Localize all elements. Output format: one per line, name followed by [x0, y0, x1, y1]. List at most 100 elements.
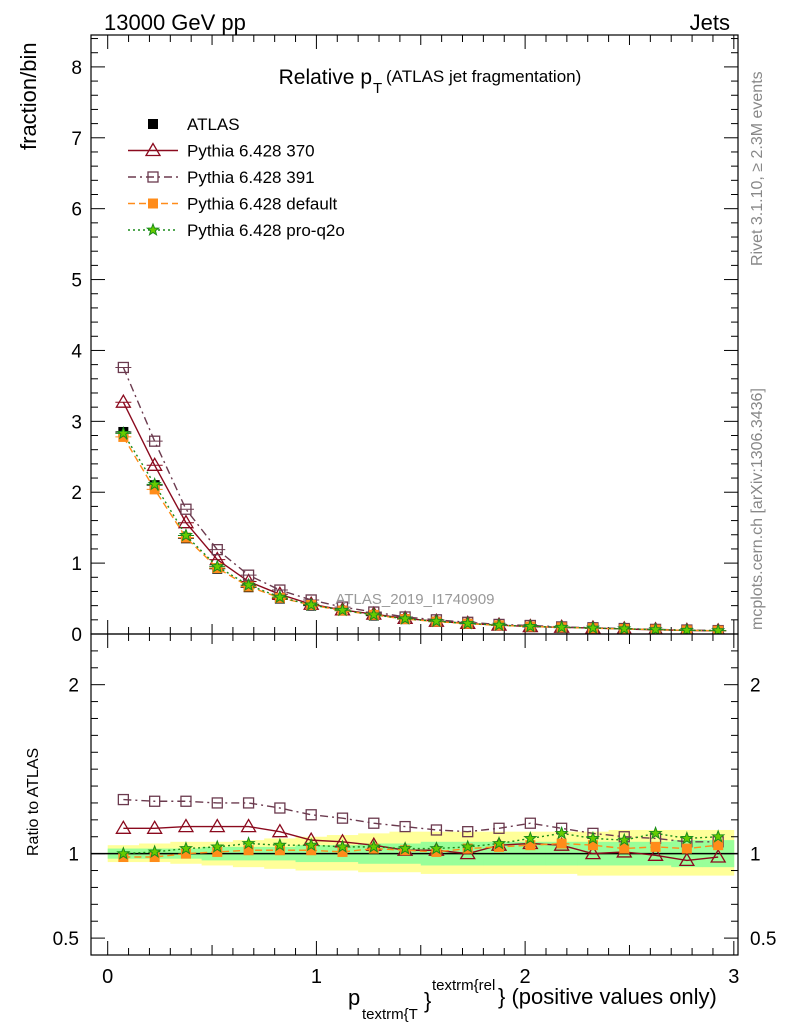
- ratio-data-point: [523, 831, 538, 845]
- main-plot-area: [115, 361, 727, 634]
- ratio-data-point: [584, 845, 602, 860]
- ratio-y-tick-label-right: 0.5: [750, 929, 776, 950]
- main-data-point: [149, 435, 161, 447]
- ratio-data-point: [209, 818, 226, 833]
- main-data-point: [366, 607, 381, 621]
- ratio-data-point: [118, 852, 129, 863]
- ratio-data-point: [115, 819, 132, 834]
- ratio-data-point: [147, 844, 162, 858]
- main-data-point: [398, 611, 413, 625]
- main-data-point: [648, 622, 663, 634]
- ratio-data-point: [710, 848, 727, 863]
- main-series-4: [115, 425, 727, 634]
- ratio-y-tick-label-right: 1: [750, 845, 761, 866]
- main-data-point: [115, 393, 132, 408]
- legend-label: Pythia 6.428 default: [187, 195, 338, 214]
- main-data-point: [211, 543, 223, 556]
- main-data-point: [180, 503, 192, 515]
- x-axis-label: p textrm{T } textrm{rel } (positive valu…: [348, 977, 717, 1023]
- ratio-data-point: [650, 841, 661, 852]
- main-data-point: [679, 622, 694, 634]
- ratio-data-point: [306, 845, 317, 856]
- ratio-data-point: [429, 841, 444, 855]
- ratio-series-line: [123, 825, 719, 862]
- ratio-data-point: [399, 820, 411, 833]
- main-y-tick-label: 1: [71, 554, 82, 575]
- ratio-y-axis-label: Ratio to ATLAS: [25, 748, 42, 856]
- legend-marker: [148, 119, 158, 129]
- legend-entry-0: ATLAS: [148, 115, 240, 134]
- legend-marker: [147, 171, 159, 183]
- main-panel: 0 1 2 3 4 5 6 7 8: [71, 34, 739, 646]
- main-data-point: [146, 456, 163, 471]
- ratio-data-point: [271, 823, 289, 838]
- ratio-data-point: [525, 840, 536, 851]
- main-y-tick-label: 4: [71, 341, 82, 362]
- ratio-data-point: [304, 837, 319, 852]
- ratio-data-point: [336, 812, 349, 824]
- header-right-label: Jets: [690, 10, 730, 35]
- ratio-data-point: [241, 836, 256, 850]
- ratio-data-point: [711, 829, 726, 843]
- ratio-y-tick-label-right: 2: [750, 676, 761, 697]
- main-title-suffix: (ATLAS jet fragmentation): [386, 67, 581, 86]
- main-data-point: [178, 528, 194, 542]
- main-data-point: [617, 621, 632, 634]
- legend-entry-4: Pythia 6.428 pro-q2o: [128, 221, 345, 240]
- ratio-data-point: [494, 841, 505, 852]
- main-data-point: [147, 477, 162, 491]
- x-axis-label-main: p: [348, 985, 360, 1010]
- ratio-data-point: [149, 795, 161, 807]
- ratio-data-point: [337, 846, 348, 857]
- header-left-label: 13000 GeV pp: [104, 10, 246, 35]
- ratio-data-point: [619, 843, 630, 854]
- main-data-point: [210, 559, 225, 573]
- x-axis-label-subscript: textrm{T: [362, 1006, 418, 1023]
- ratio-data-point: [368, 817, 380, 829]
- ratio-data-point: [491, 836, 507, 850]
- ratio-data-point: [272, 837, 287, 852]
- main-data-point: [118, 431, 129, 442]
- ratio-data-point: [274, 802, 286, 814]
- ratio-data-point: [431, 846, 442, 857]
- main-y-tick-label: 2: [71, 483, 82, 504]
- legend-label: ATLAS: [187, 115, 240, 134]
- main-data-point: [460, 616, 475, 630]
- legend: ATLAS Pythia 6.428 370 Pythia 6.428 391 Pyt…: [128, 115, 345, 240]
- ratio-data-point: [679, 831, 694, 845]
- ratio-data-point: [212, 846, 223, 857]
- ratio-data-point: [493, 822, 505, 834]
- main-data-point: [149, 484, 160, 495]
- ratio-data-point: [211, 797, 223, 809]
- ratio-data-point: [146, 819, 163, 834]
- ratio-x-tick-label: 3: [728, 966, 739, 988]
- main-y-tick-label: 6: [71, 200, 82, 221]
- ratio-data-point: [617, 832, 632, 847]
- main-y-tick-label: 7: [71, 129, 82, 150]
- ratio-data-point: [366, 839, 381, 853]
- main-data-point: [491, 617, 507, 632]
- main-data-point: [429, 613, 444, 628]
- ratio-y-tick-label-left: 1: [68, 845, 79, 866]
- ratio-data-point: [117, 793, 129, 806]
- ratio-x-tick-label: 2: [520, 966, 531, 988]
- ratio-data-point: [243, 845, 254, 856]
- main-data-point: [116, 425, 131, 440]
- main-y-tick-label: 0: [71, 625, 82, 646]
- main-y-tick-label: 5: [71, 271, 82, 292]
- main-y-tick-label: 8: [71, 58, 82, 79]
- ratio-panel: 0.5 0.5 1 1 2 2 0 1 2 3: [53, 633, 776, 988]
- legend-label: Pythia 6.428 391: [187, 168, 315, 187]
- ratio-data-point: [305, 809, 317, 821]
- ratio-plot-frame: [90, 633, 739, 956]
- ratio-series-3: [116, 825, 726, 860]
- ratio-data-point: [210, 839, 225, 853]
- ratio-data-point: [713, 840, 724, 851]
- ratio-plot-area: [115, 793, 727, 867]
- main-y-tick-label: 3: [71, 412, 82, 433]
- ratio-y-tick-label-left: 2: [68, 676, 79, 697]
- main-data-point: [272, 589, 287, 604]
- ratio-data-point: [180, 795, 192, 807]
- legend-marker: [145, 222, 161, 237]
- ratio-data-point: [398, 841, 413, 855]
